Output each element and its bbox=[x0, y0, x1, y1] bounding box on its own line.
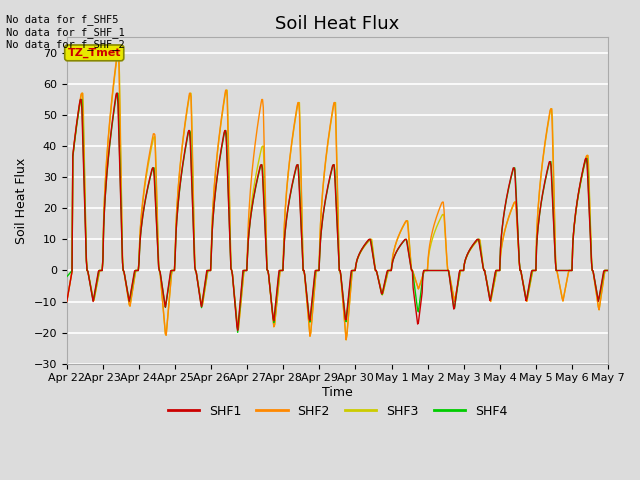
SHF4 bbox=[113, 90, 121, 96]
Line: SHF2: SHF2 bbox=[67, 53, 608, 340]
Legend: SHF1, SHF2, SHF3, SHF4: SHF1, SHF2, SHF3, SHF4 bbox=[163, 400, 512, 423]
SHF3 bbox=[129, 284, 137, 290]
SHF4 bbox=[234, 329, 241, 335]
SHF4 bbox=[129, 278, 137, 284]
SHF1 bbox=[234, 327, 241, 333]
SHF2 bbox=[63, 299, 70, 304]
SHF1 bbox=[404, 250, 412, 256]
SHF4 bbox=[184, 132, 192, 137]
SHF2 bbox=[604, 267, 612, 273]
SHF2 bbox=[212, 156, 220, 162]
SHF4 bbox=[420, 267, 428, 273]
SHF2 bbox=[404, 232, 412, 238]
SHF1 bbox=[184, 130, 192, 135]
SHF3 bbox=[404, 228, 412, 234]
SHF3 bbox=[63, 299, 70, 304]
SHF2 bbox=[114, 50, 122, 56]
SHF3 bbox=[342, 337, 350, 343]
Line: SHF4: SHF4 bbox=[67, 93, 608, 332]
SHF2 bbox=[342, 337, 350, 343]
Line: SHF3: SHF3 bbox=[67, 53, 608, 340]
SHF2 bbox=[420, 268, 428, 274]
SHF1 bbox=[63, 299, 70, 304]
SHF3 bbox=[212, 158, 220, 164]
Y-axis label: Soil Heat Flux: Soil Heat Flux bbox=[15, 157, 28, 244]
SHF1 bbox=[420, 267, 428, 273]
SHF3 bbox=[420, 268, 428, 274]
SHF4 bbox=[404, 249, 412, 254]
X-axis label: Time: Time bbox=[322, 386, 353, 399]
SHF2 bbox=[184, 100, 192, 106]
Title: Soil Heat Flux: Soil Heat Flux bbox=[275, 15, 399, 33]
SHF4 bbox=[604, 267, 612, 273]
SHF1 bbox=[73, 121, 81, 127]
SHF2 bbox=[73, 122, 81, 128]
SHF3 bbox=[184, 102, 192, 108]
SHF3 bbox=[73, 123, 81, 129]
SHF1 bbox=[212, 178, 220, 184]
SHF1 bbox=[604, 267, 612, 273]
Text: TZ_Tmet: TZ_Tmet bbox=[67, 48, 121, 58]
SHF1 bbox=[113, 90, 120, 96]
SHF4 bbox=[73, 123, 81, 129]
Text: No data for f_SHF5
No data for f_SHF_1
No data for f_SHF_2: No data for f_SHF5 No data for f_SHF_1 N… bbox=[6, 14, 125, 50]
SHF3 bbox=[604, 267, 612, 273]
SHF3 bbox=[114, 50, 122, 56]
SHF1 bbox=[129, 277, 137, 283]
SHF4 bbox=[212, 179, 220, 185]
SHF2 bbox=[129, 284, 137, 290]
Line: SHF1: SHF1 bbox=[67, 93, 608, 330]
SHF4 bbox=[63, 274, 70, 279]
